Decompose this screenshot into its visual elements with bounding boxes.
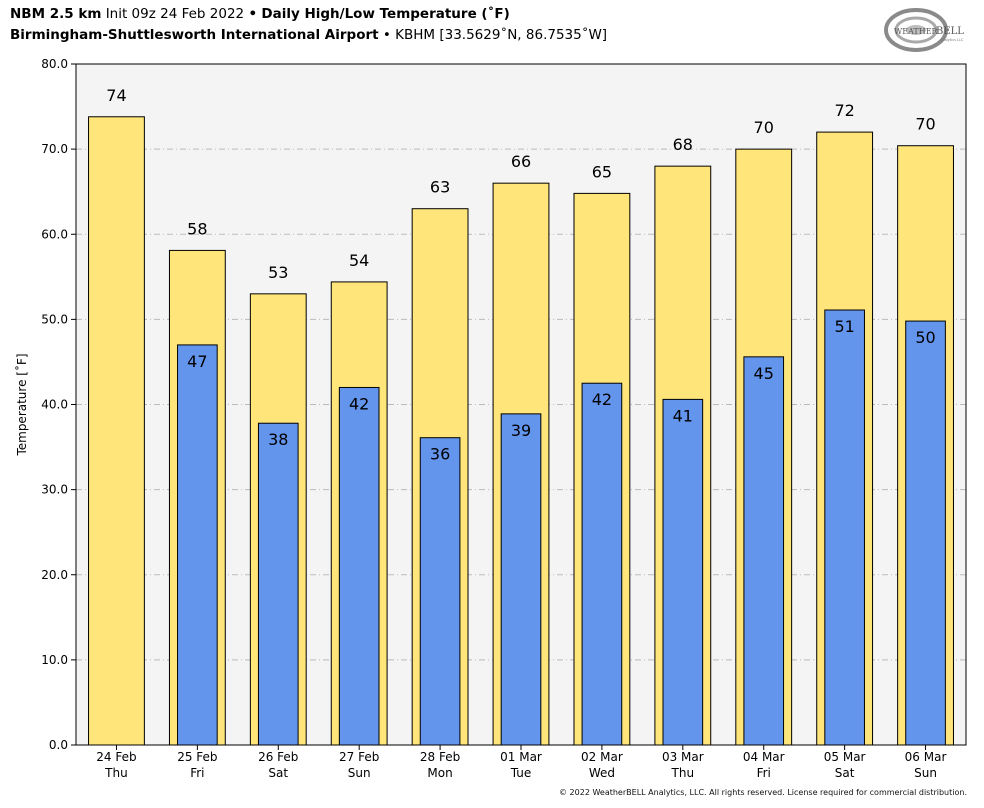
low-value-label: 36 [430, 445, 450, 464]
low-bar [177, 344, 218, 746]
low-value-label: 42 [349, 394, 369, 413]
low-bars [177, 309, 946, 746]
low-bar [338, 386, 380, 746]
high-value-label: 70 [915, 115, 935, 134]
station-line: Birmingham-Shuttlesworth International A… [10, 27, 607, 43]
x-tick-day: Thu [104, 766, 128, 780]
low-bar [257, 422, 299, 746]
high-value-label: 65 [592, 162, 612, 181]
low-bar [419, 437, 461, 746]
weatherbell-logo: WEATHER BELL Analytics LLC [884, 8, 964, 52]
x-tick-day: Fri [757, 766, 771, 780]
x-axis: 24 Feb Thu 25 Feb Fri 26 Feb Sat 27 Feb Sun 28 F… [96, 745, 946, 780]
station-name: Birmingham-Shuttlesworth International A… [10, 27, 379, 43]
low-value-label: 42 [592, 390, 612, 409]
y-tick-label: 30.0 [41, 483, 68, 497]
low-bar [500, 413, 542, 746]
model-name: NBM 2.5 km [10, 6, 102, 22]
x-tick-day: Tue [510, 766, 532, 780]
high-value-label: 68 [673, 135, 693, 154]
y-tick-label: 20.0 [41, 568, 68, 582]
title-bullet: • [248, 6, 258, 22]
x-tick-date: 24 Feb [96, 750, 136, 764]
x-tick-date: 28 Feb [420, 750, 460, 764]
x-tick-date: 05 Mar [824, 750, 866, 764]
y-tick-label: 50.0 [41, 312, 68, 326]
station-info: KBHM [33.5629˚N, 86.7535˚W] [395, 27, 608, 43]
chart-title-line: NBM 2.5 km Init 09z 24 Feb 2022 • Daily … [10, 6, 510, 22]
x-tick-date: 01 Mar [500, 750, 542, 764]
x-tick-date: 04 Mar [743, 750, 785, 764]
x-tick-day: Sat [835, 766, 855, 780]
low-bar [905, 320, 946, 746]
y-tick-label: 60.0 [41, 227, 68, 241]
x-tick-date: 02 Mar [581, 750, 623, 764]
low-value-label: 45 [754, 364, 774, 383]
x-tick-date: 06 Mar [905, 750, 947, 764]
x-tick-day: Sun [348, 766, 371, 780]
high-bar [88, 116, 145, 746]
logo-text-bell: BELL [936, 26, 964, 37]
x-tick-day: Sun [914, 766, 937, 780]
x-tick-date: 26 Feb [258, 750, 298, 764]
low-bar [581, 382, 623, 746]
high-value-label: 54 [349, 251, 369, 270]
y-tick-label: 10.0 [41, 653, 68, 667]
low-bar [662, 398, 704, 746]
x-tick-day: Thu [671, 766, 695, 780]
high-value-label: 66 [511, 152, 531, 171]
x-tick-date: 27 Feb [339, 750, 379, 764]
x-tick-date: 03 Mar [662, 750, 704, 764]
copyright-notice: © 2022 WeatherBELL Analytics, LLC. All r… [559, 788, 967, 797]
station-bullet: • [382, 27, 391, 43]
high-value-label: 72 [834, 101, 854, 120]
x-tick-day: Wed [589, 766, 615, 780]
high-value-label: 53 [268, 263, 288, 282]
low-value-label: 38 [268, 430, 288, 449]
y-tick-label: 80.0 [41, 57, 68, 71]
low-value-label: 41 [673, 406, 693, 425]
logo-text-sub: Analytics LLC [940, 38, 964, 42]
init-time: Init 09z 24 Feb 2022 [105, 6, 245, 22]
chart-title: Daily High/Low Temperature (˚F) [261, 6, 510, 22]
high-value-label: 74 [106, 86, 126, 105]
y-axis: 0.0 10.0 20.0 30.0 40.0 50.0 60.0 70.0 80.0 [41, 57, 76, 752]
x-tick-day: Fri [190, 766, 204, 780]
y-tick-label: 70.0 [41, 142, 68, 156]
low-value-label: 51 [834, 317, 854, 336]
x-tick-day: Mon [427, 766, 452, 780]
data-labels: 74 58 47 53 38 54 42 63 36 66 39 65 42 68 41 70 45 72 51 70… [106, 86, 935, 464]
low-value-label: 39 [511, 421, 531, 440]
high-value-label: 70 [754, 118, 774, 137]
low-bar [743, 356, 785, 746]
y-tick-label: 40.0 [41, 398, 68, 412]
y-axis-label: Temperature [˚F] [14, 353, 29, 456]
logo-text-weather: WEATHER [894, 27, 939, 36]
high-value-label: 58 [187, 219, 207, 238]
low-value-label: 47 [187, 352, 207, 371]
low-bar [824, 309, 865, 746]
high-value-label: 63 [430, 178, 450, 197]
x-tick-day: Sat [268, 766, 288, 780]
low-value-label: 50 [915, 328, 935, 347]
x-tick-date: 25 Feb [177, 750, 217, 764]
y-tick-label: 0.0 [49, 738, 68, 752]
